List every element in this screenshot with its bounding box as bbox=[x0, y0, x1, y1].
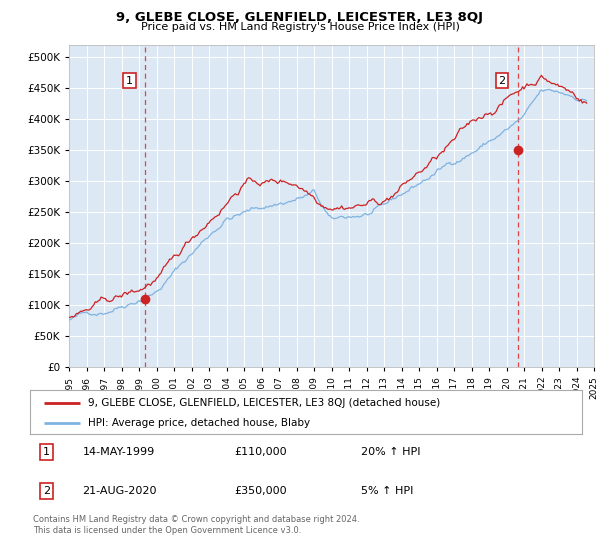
Text: 20% ↑ HPI: 20% ↑ HPI bbox=[361, 447, 421, 457]
Text: Contains HM Land Registry data © Crown copyright and database right 2024.
This d: Contains HM Land Registry data © Crown c… bbox=[33, 515, 359, 535]
Text: 9, GLEBE CLOSE, GLENFIELD, LEICESTER, LE3 8QJ (detached house): 9, GLEBE CLOSE, GLENFIELD, LEICESTER, LE… bbox=[88, 398, 440, 408]
Text: £110,000: £110,000 bbox=[234, 447, 287, 457]
Text: 1: 1 bbox=[126, 76, 133, 86]
Text: 2: 2 bbox=[43, 486, 50, 496]
Text: Price paid vs. HM Land Registry's House Price Index (HPI): Price paid vs. HM Land Registry's House … bbox=[140, 22, 460, 32]
Text: HPI: Average price, detached house, Blaby: HPI: Average price, detached house, Blab… bbox=[88, 418, 310, 428]
Text: 21-AUG-2020: 21-AUG-2020 bbox=[82, 486, 157, 496]
Text: 9, GLEBE CLOSE, GLENFIELD, LEICESTER, LE3 8QJ: 9, GLEBE CLOSE, GLENFIELD, LEICESTER, LE… bbox=[116, 11, 484, 24]
Text: 14-MAY-1999: 14-MAY-1999 bbox=[82, 447, 155, 457]
Text: £350,000: £350,000 bbox=[234, 486, 287, 496]
Text: 1: 1 bbox=[43, 447, 50, 457]
Text: 5% ↑ HPI: 5% ↑ HPI bbox=[361, 486, 413, 496]
Text: 2: 2 bbox=[499, 76, 506, 86]
